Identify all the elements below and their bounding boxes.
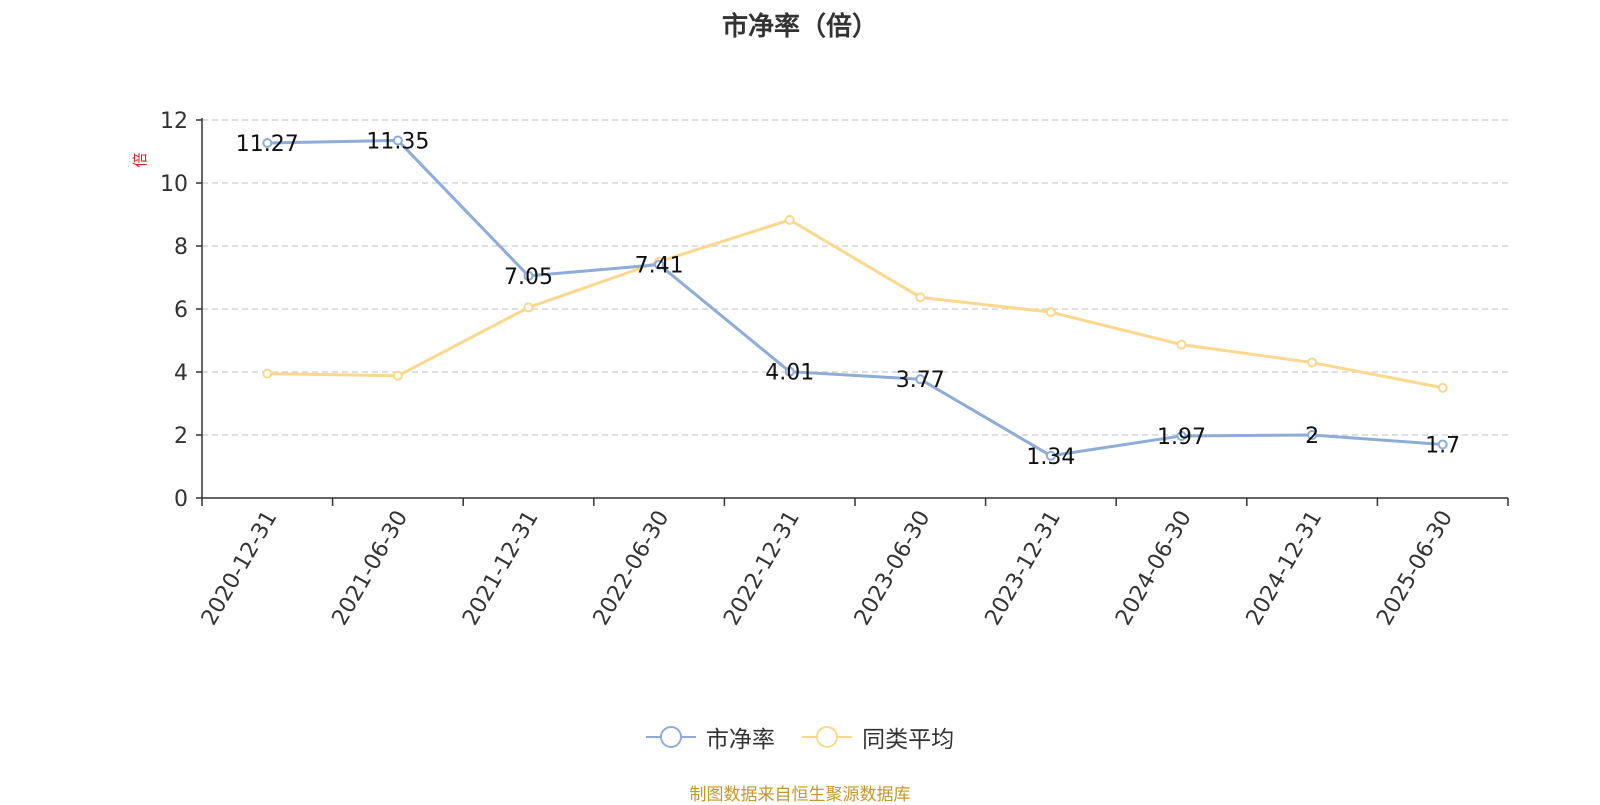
data-point-series-2 [262, 368, 273, 379]
x-tick-label: 2024-12-31 [1242, 507, 1328, 630]
data-point-series-1 [1045, 450, 1056, 461]
x-tick-label: 2024-06-30 [1111, 507, 1197, 630]
y-tick-label: 12 [160, 109, 188, 134]
data-label: 1.97 [1157, 425, 1206, 450]
x-tick-label: 2023-12-31 [981, 507, 1067, 630]
data-point-series-1 [1176, 430, 1187, 441]
x-tick-label: 2022-12-31 [719, 507, 805, 630]
x-tick-label: 2020-12-31 [197, 507, 283, 630]
data-label: 1.7 [1425, 433, 1460, 458]
series-line-1 [267, 138, 1443, 458]
legend-line-circle-icon [802, 726, 853, 748]
y-tick-label: 6 [174, 298, 188, 323]
data-point-series-1 [1437, 439, 1448, 450]
legend-item-series-2[interactable]: 同类平均 [802, 720, 954, 754]
x-tick-label: 2023-06-30 [850, 507, 936, 630]
data-label: 11.35 [366, 129, 429, 154]
data-point-series-2 [915, 292, 926, 303]
legend-label-series-2: 同类平均 [862, 727, 955, 753]
data-label: 2 [1305, 424, 1319, 449]
data-point-series-1 [523, 270, 534, 281]
data-point-series-1 [784, 366, 795, 377]
data-source-note: 制图数据来自恒生聚源数据库 [689, 785, 911, 805]
y-tick-label: 8 [174, 235, 188, 260]
data-label: 11.27 [236, 132, 299, 157]
data-label: 1.34 [1026, 445, 1075, 470]
x-tick-label: 2022-06-30 [589, 507, 675, 630]
data-point-series-2 [523, 302, 534, 313]
x-tick-label: 2021-12-31 [458, 507, 544, 630]
y-tick-label: 0 [174, 487, 188, 512]
chart-legend: 市净率 同类平均 [0, 720, 1600, 757]
legend-label-series-1: 市净率 [705, 727, 775, 753]
chart-title: 市净率（倍） [721, 12, 878, 42]
data-point-series-2 [784, 214, 795, 225]
x-tick-label: 2021-06-30 [328, 507, 414, 630]
x-tick-label: 2025-06-30 [1372, 507, 1458, 630]
legend-item-series-1[interactable]: 市净率 [645, 720, 775, 754]
data-point-series-1 [262, 137, 273, 148]
data-point-series-2 [1045, 307, 1056, 318]
data-label: 7.41 [635, 254, 684, 279]
y-tick-label: 4 [174, 361, 188, 386]
data-point-series-2 [392, 370, 403, 381]
data-point-series-1 [392, 135, 403, 146]
y-tick-label: 2 [174, 424, 188, 449]
data-label: 4.01 [765, 361, 814, 386]
y-axis-label: 倍 [131, 152, 149, 167]
data-point-series-1 [915, 374, 926, 385]
legend-line-circle-icon [645, 726, 696, 748]
data-label: 3.77 [896, 368, 945, 393]
data-point-series-2 [1307, 357, 1318, 368]
y-tick-label: 10 [160, 172, 188, 197]
series-line-2 [267, 218, 1443, 390]
data-point-series-2 [1437, 382, 1448, 393]
data-label: 7.05 [504, 265, 553, 290]
data-point-series-2 [1176, 339, 1187, 350]
data-point-series-1 [1307, 430, 1318, 440]
data-point-series-1 [654, 259, 665, 270]
